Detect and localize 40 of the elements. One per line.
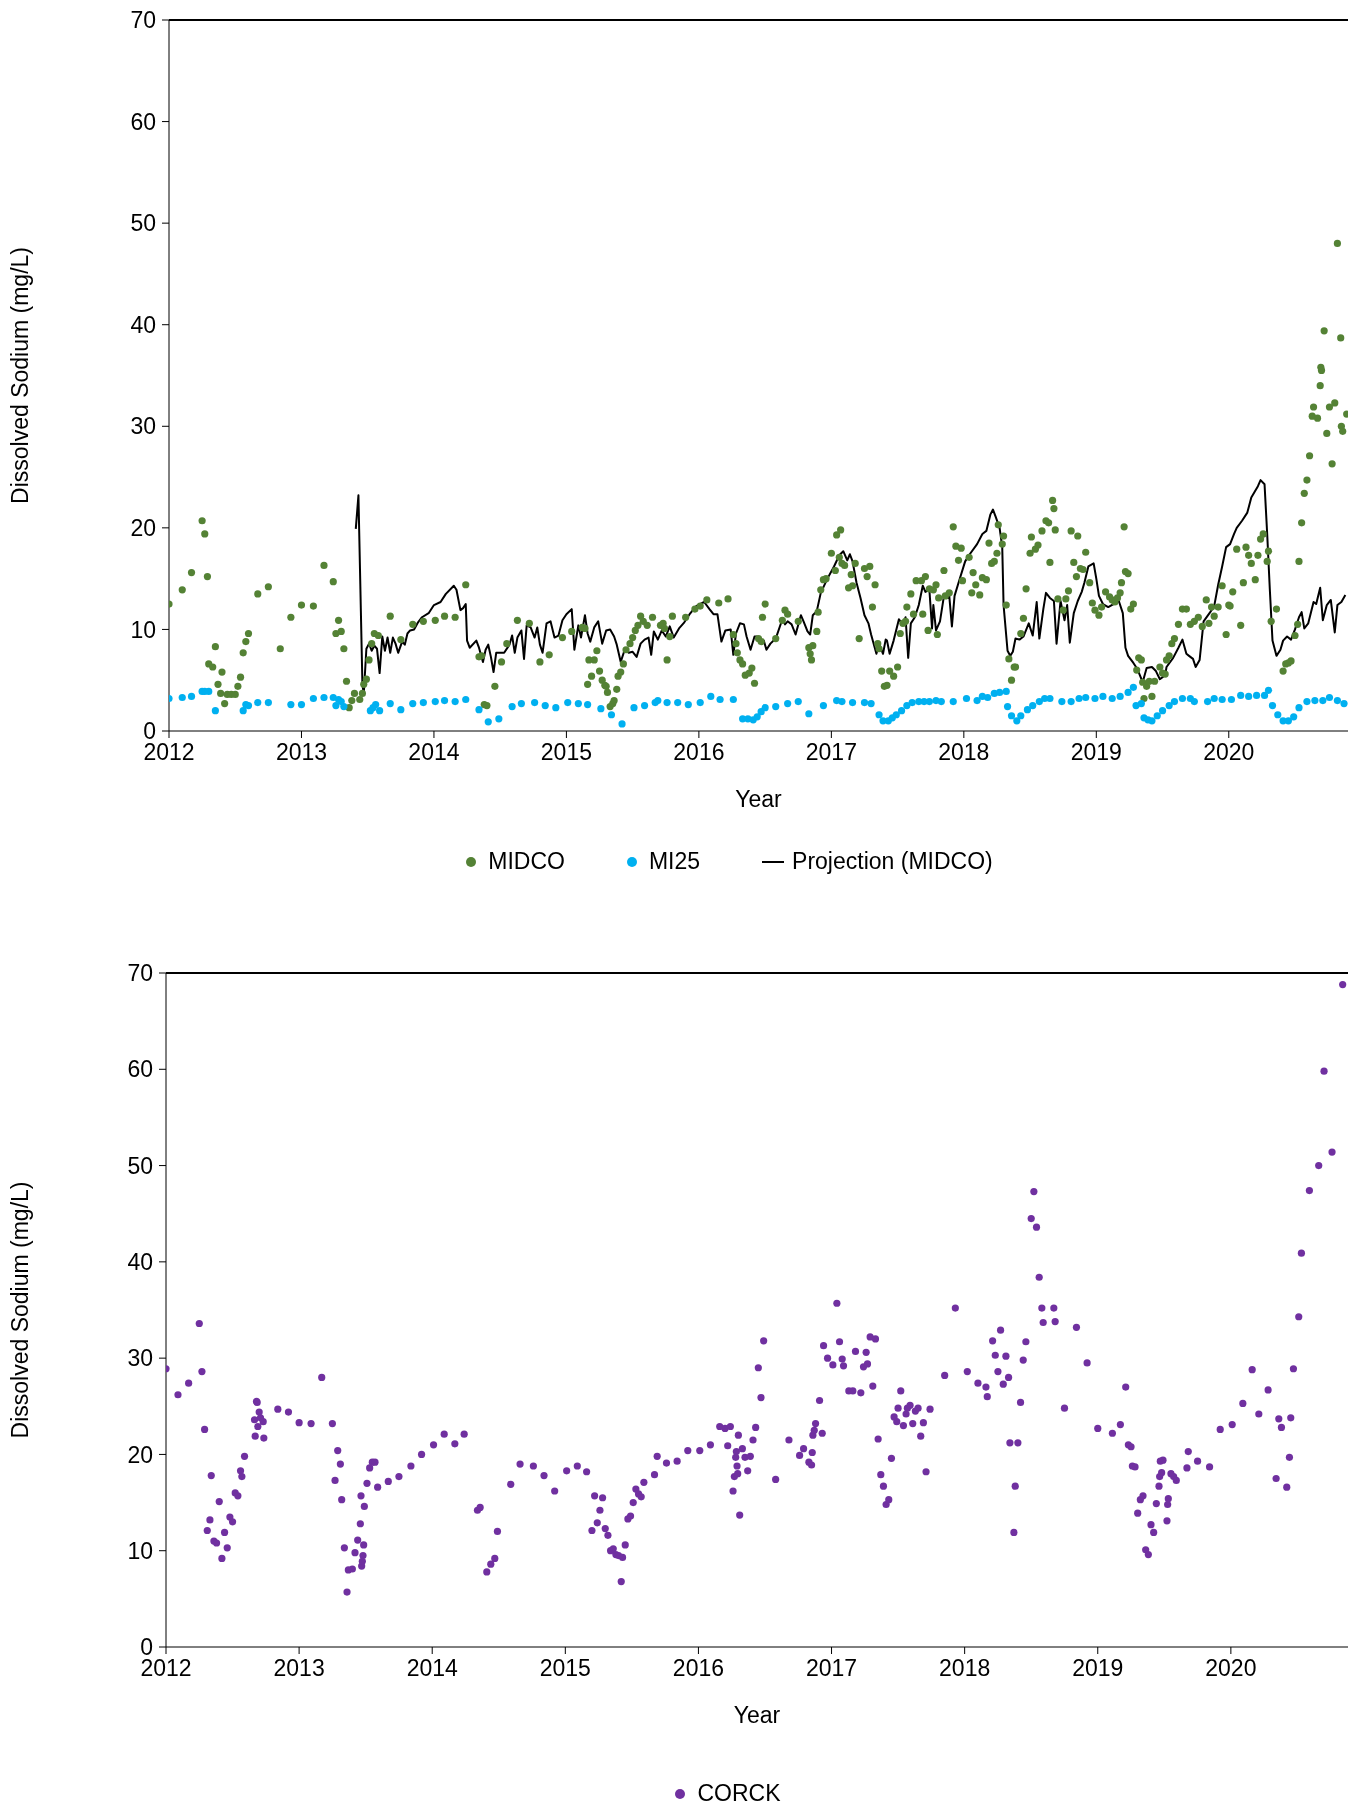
- x-tick-label: 2015: [540, 739, 592, 766]
- y-tick-label: 10: [127, 1537, 153, 1564]
- y-tick-label: 20: [130, 515, 156, 542]
- x-tick-label: 2020: [1203, 739, 1255, 766]
- y-tick-label: 60: [130, 108, 156, 135]
- y-tick-label: 40: [127, 1249, 153, 1276]
- y-tick-label: 20: [127, 1441, 153, 1468]
- x-axis-title: Year: [733, 1702, 781, 1728]
- y-tick-label: 60: [127, 1056, 153, 1083]
- x-tick-label: 2014: [408, 739, 460, 766]
- legend-label: MIDCO: [488, 848, 565, 875]
- y-tick-label: 30: [127, 1345, 153, 1372]
- x-tick-label: 2017: [805, 739, 857, 766]
- x-tick-label: 2016: [672, 1655, 725, 1682]
- x-axis-title: Year: [735, 786, 783, 812]
- y-axis-title: Dissolved Sodium (mg/L): [7, 247, 34, 504]
- y-tick-label: 30: [130, 413, 156, 440]
- x-tick-label: 2020: [1205, 1655, 1257, 1682]
- x-tick-label: 2012: [140, 1655, 192, 1682]
- y-tick-label: 50: [127, 1152, 153, 1179]
- y-tick-label: 50: [130, 210, 156, 237]
- x-tick-label: 2014: [406, 1655, 458, 1682]
- x-tick-label: 2016: [673, 739, 725, 766]
- x-tick-label: 2013: [273, 1655, 325, 1682]
- x-tick-label: 2018: [938, 739, 990, 766]
- x-tick-label: 2015: [539, 1655, 591, 1682]
- legend-label: MI25: [648, 848, 701, 875]
- y-tick-label: 10: [130, 616, 156, 643]
- y-tick-label: 70: [130, 7, 156, 34]
- x-tick-label: 2019: [1072, 1655, 1124, 1682]
- y-axis-title: Dissolved Sodium (mg/L): [7, 1181, 34, 1439]
- y-tick-label: 40: [130, 311, 156, 338]
- y-tick-label: 70: [127, 960, 153, 987]
- x-tick-label: 2018: [939, 1655, 991, 1682]
- x-tick-label: 2019: [1070, 739, 1122, 766]
- x-tick-label: 2017: [805, 1655, 858, 1682]
- legend-label: Projection (MIDCO): [792, 848, 993, 875]
- x-tick-label: 2013: [275, 739, 328, 766]
- x-tick-label: 2012: [143, 739, 195, 766]
- legend-label: CORCK: [697, 1780, 781, 1807]
